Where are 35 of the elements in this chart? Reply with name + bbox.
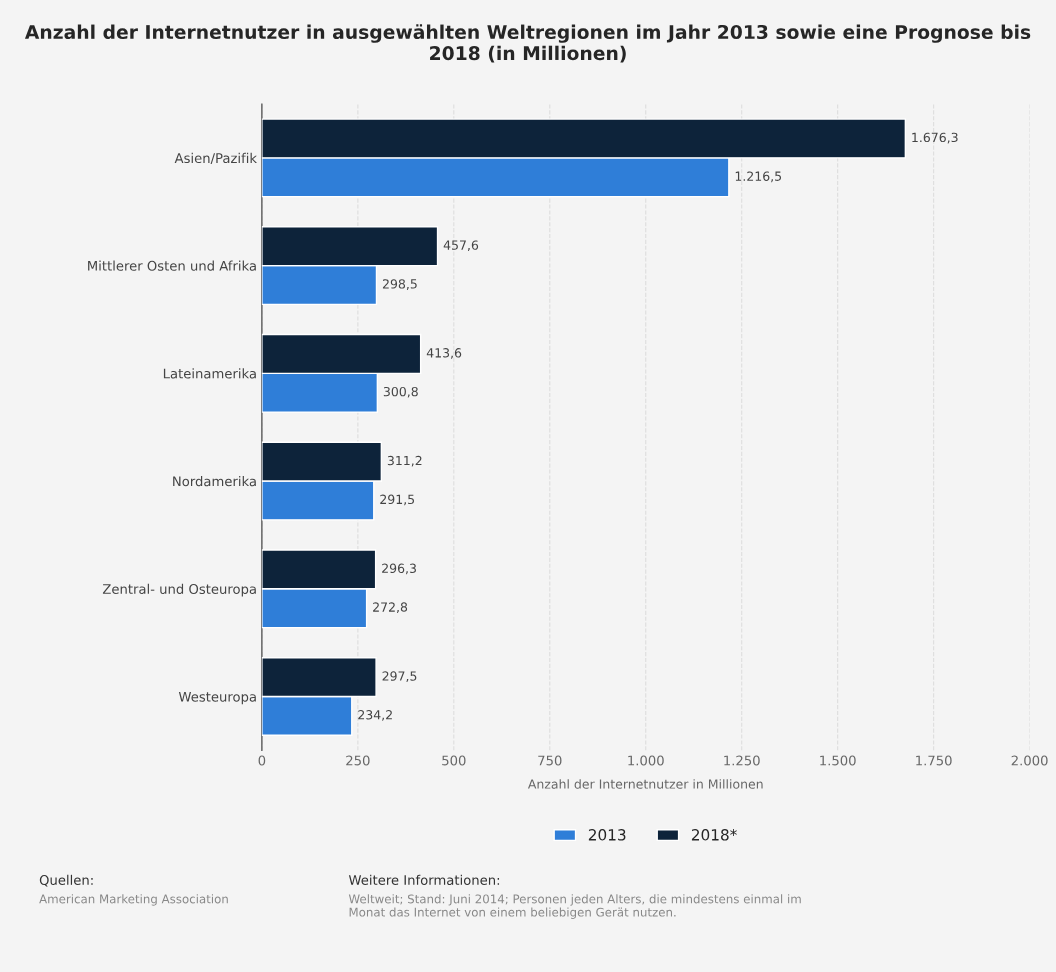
data-label: 272,8 <box>373 602 408 614</box>
x-tick-label: 250 <box>346 755 370 766</box>
data-label: 297,5 <box>382 671 417 683</box>
legend-label: 2013 <box>588 829 626 841</box>
x-tick-label: 1.250 <box>724 755 760 766</box>
data-label: 1.216,5 <box>735 171 782 183</box>
data-label: 1.676,3 <box>912 132 958 144</box>
x-tick-label: 500 <box>442 755 466 766</box>
chart-title: Anzahl der Internetnutzer in ausgewählten Weltregionen im Jahr 2013 sowie eine Prognose bis 2018 (in Millionen) <box>24 24 1031 63</box>
legend-label: 2018* <box>691 829 737 841</box>
y-tick-label: Mittlerer Osten und Afrika <box>88 260 256 271</box>
text: Weltweit; Stand: Juni 2014; Personen jeden Alters, die mindestens einmal im Monat das Internet von einem beliebigen Gerät nutzen. <box>348 894 801 919</box>
data-label: 300,8 <box>383 386 418 398</box>
data-label: 296,3 <box>382 563 416 575</box>
x-tick-label: 1.750 <box>916 755 952 766</box>
source-note: Quellen: <box>39 874 93 887</box>
text: Weitere Informationen: <box>348 874 500 886</box>
x-tick-label: 1.000 <box>628 755 664 766</box>
x-tick-label: 0 <box>258 755 266 766</box>
text: American Marketing Association <box>39 894 228 906</box>
data-label: 291,5 <box>380 494 415 506</box>
y-tick-label: Lateinamerika <box>163 368 256 379</box>
y-tick-label: Asien/Pazifik <box>174 152 257 165</box>
data-label: 413,6 <box>426 348 462 359</box>
x-axis-title: Anzahl der Internetnutzer in Millionen <box>527 779 763 789</box>
data-label: 298,5 <box>382 279 417 290</box>
x-tick-label: 2.000 <box>1011 755 1048 766</box>
data-label: 234,2 <box>358 710 392 721</box>
y-tick-label: Nordamerika <box>173 476 256 487</box>
x-tick-label: 750 <box>538 755 562 766</box>
data-label: 311,2 <box>387 455 422 467</box>
x-tick-label: 1.500 <box>820 755 856 766</box>
y-tick-label: Westeuropa <box>178 691 256 705</box>
data-label: 457,6 <box>443 240 479 252</box>
y-tick-label: Zentral- und Osteuropa <box>102 583 256 597</box>
